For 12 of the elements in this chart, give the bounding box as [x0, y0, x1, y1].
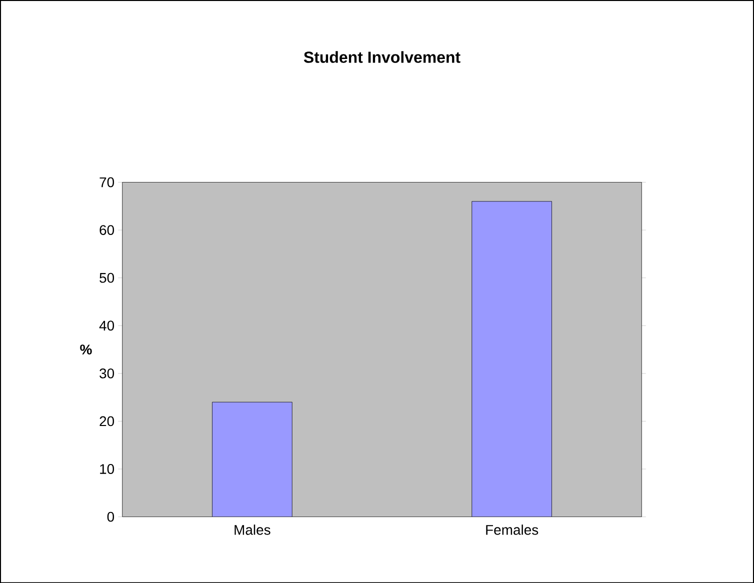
y-tick-label: 20 — [100, 416, 114, 426]
x-tick-label: Females — [486, 524, 538, 535]
y-tick-label: 60 — [100, 224, 114, 235]
y-tick-label: 30 — [100, 368, 114, 378]
y-tick-label: 40 — [99, 320, 114, 330]
y-tick-label: 70 — [100, 177, 114, 188]
x-tick-label: Males — [234, 524, 270, 535]
chart-title: Student Involvement — [304, 51, 460, 63]
y-axis-title: % — [80, 344, 92, 354]
y-tick-label: 50 — [100, 272, 114, 283]
y-tick-label: 10 — [100, 464, 114, 474]
y-tick-label: 0 — [107, 512, 114, 522]
